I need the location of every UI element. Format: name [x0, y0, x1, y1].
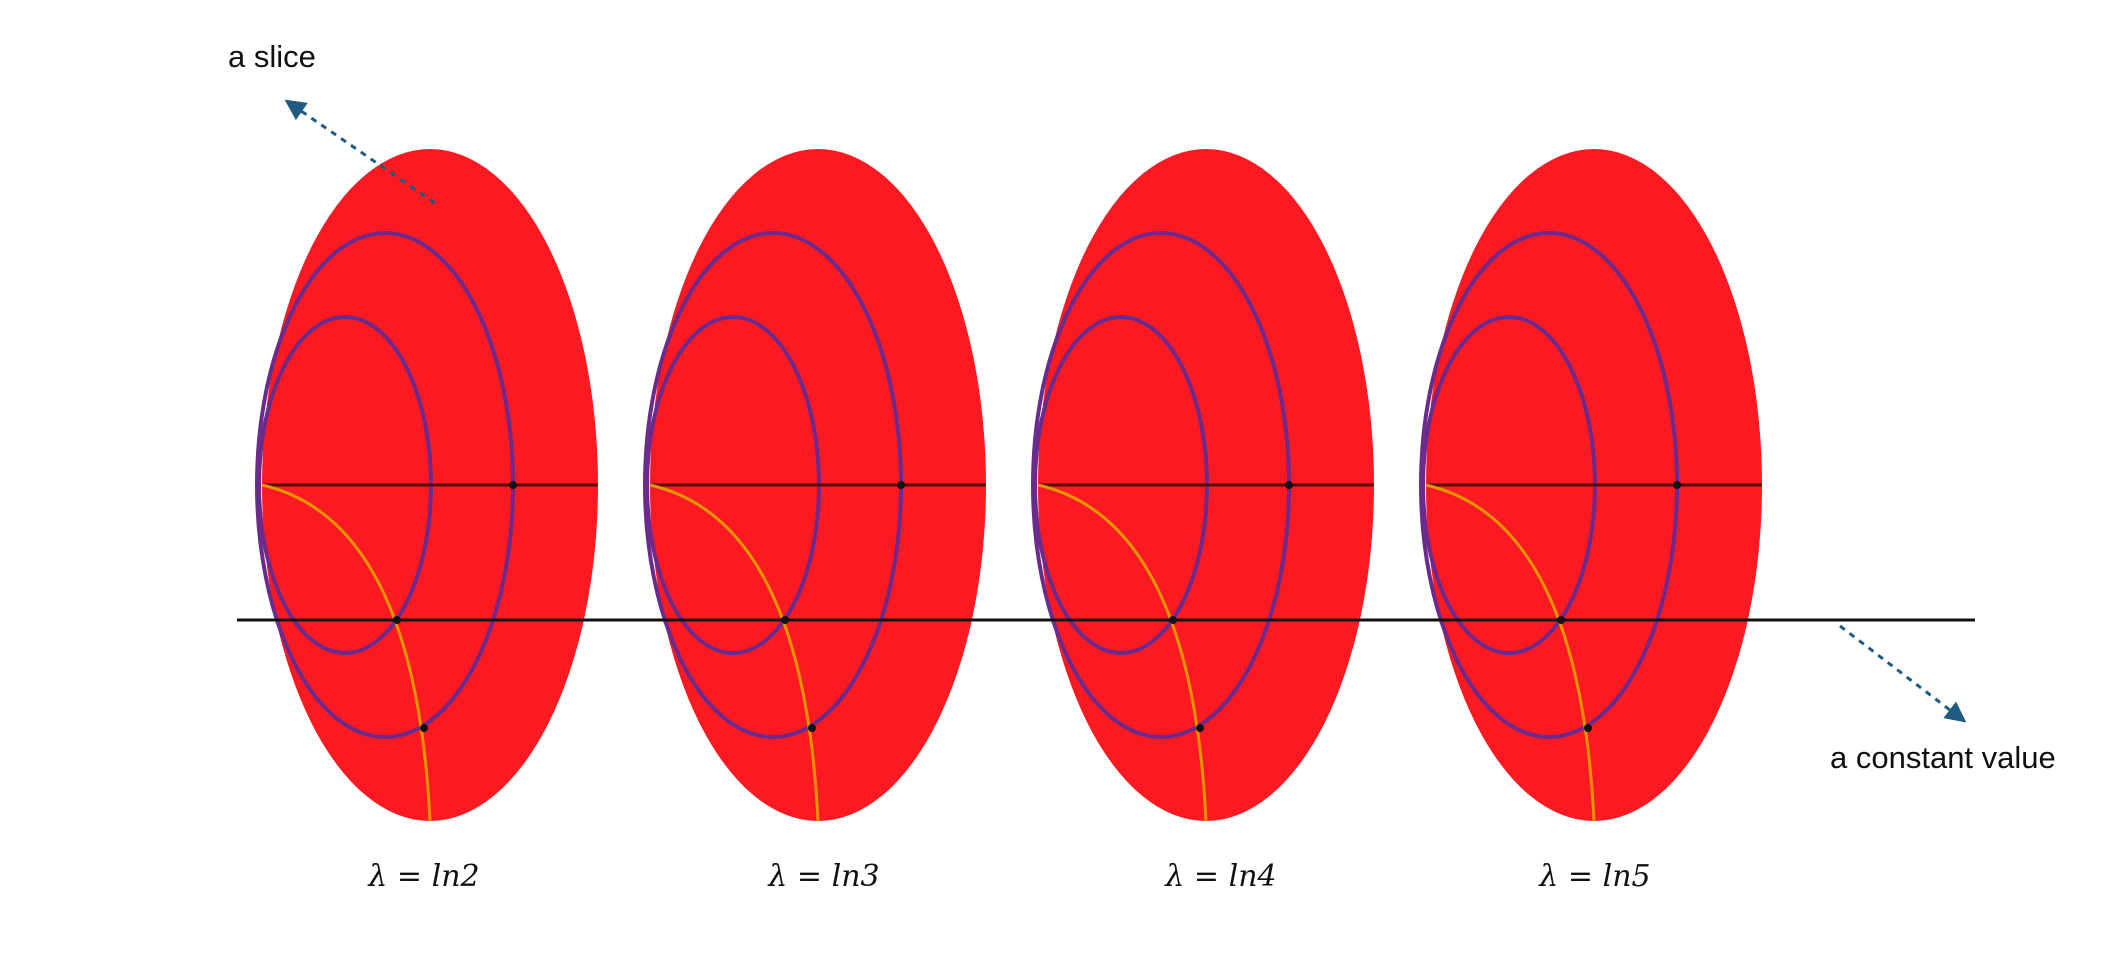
slice-3-point-axis [1285, 481, 1293, 489]
slice-2-point-axis [897, 481, 905, 489]
slice-2 [643, 149, 986, 822]
slice-3-orange-curve [1037, 483, 1208, 822]
constant-pointer-arrow [1839, 624, 1967, 723]
slice-2-point-low [808, 724, 816, 732]
slice-pointer-arrow [284, 99, 436, 205]
slice-4-lambda-label: λ = ln5 [1538, 859, 1650, 894]
slice-1 [255, 149, 598, 822]
slice-4-point-low [1584, 724, 1592, 732]
slice-2-lambda-label: λ = ln3 [767, 859, 879, 894]
slice-4-orange-curve [1425, 483, 1596, 822]
slice-2-orange-curve [649, 483, 820, 822]
constant-annotation-label: a constant value [1830, 740, 2056, 775]
slice-3-lambda-label: λ = ln4 [1164, 859, 1276, 894]
slice-1-lambda-label: λ = ln2 [367, 859, 479, 894]
slice-4-point-axis [1673, 481, 1681, 489]
slice-4 [1419, 149, 1762, 822]
slice-annotation-label: a slice [228, 39, 316, 74]
slice-1-point-axis [509, 481, 517, 489]
slice-1-point-low [420, 724, 428, 732]
slice-3 [1031, 149, 1374, 822]
slice-1-orange-curve [261, 483, 432, 822]
slice-3-point-low [1196, 724, 1204, 732]
